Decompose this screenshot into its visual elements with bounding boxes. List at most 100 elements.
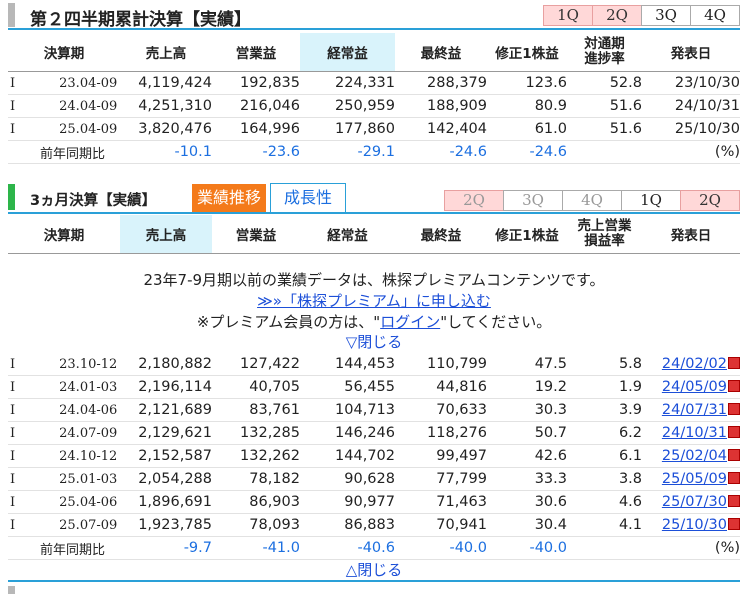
rate-cell: 6.1	[567, 444, 642, 468]
consolidated-mark: I	[10, 356, 16, 372]
date-cell: 24/10/31	[642, 421, 740, 445]
pdf-icon[interactable]	[728, 449, 740, 461]
ordinary-cell: 56,455	[300, 375, 395, 399]
table-row: I 25.04-09 3,820,476 164,996 177,860 142,404 6…	[8, 117, 740, 141]
m-results-rows: I 23.10-12 2,180,882 127,422 144,453 110,799 4…	[8, 353, 740, 560]
eps-cell: 42.6	[487, 444, 567, 468]
divider	[8, 580, 740, 582]
announcement-link[interactable]: 25/10/30	[661, 517, 727, 533]
table-row: I 24.04-06 2,121,689 83,761 104,713 70,633 30.…	[8, 398, 740, 422]
pdf-icon[interactable]	[728, 403, 740, 415]
eps-cell: 123.6	[487, 71, 567, 95]
premium-signup-link[interactable]: ≫»「株探プレミアム」に申し込む	[257, 292, 491, 310]
q-tab-2q[interactable]: 2Q	[592, 5, 642, 26]
yoy-sales: -10.1	[120, 140, 212, 164]
q-tab-4q[interactable]: 4Q	[690, 5, 740, 26]
q-tab-1q[interactable]: 1Q	[543, 5, 593, 26]
ordinary-cell: 144,453	[300, 353, 395, 376]
announcement-link[interactable]: 25/05/09	[661, 471, 727, 487]
col-net: 最終益	[395, 215, 487, 254]
pdf-icon[interactable]	[728, 380, 740, 392]
close-toggle-bottom[interactable]: △閉じる	[345, 561, 403, 579]
close-toggle-top[interactable]: ▽閉じる	[345, 333, 403, 351]
announcement-link[interactable]: 24/10/31	[661, 425, 727, 441]
q-results-table: 決算期 売上高 営業益 経常益 最終益 修正1株益 対通期 進捗率 発表日 I 23…	[8, 33, 740, 164]
yoy-operating: -41.0	[212, 536, 300, 560]
consolidated-mark: I	[10, 402, 16, 418]
pdf-icon[interactable]	[728, 495, 740, 507]
consolidated-mark: I	[10, 98, 16, 114]
q-section-header: 第２四半期累計決算【実績】 1Q 2Q 3Q 4Q	[0, 0, 750, 30]
m-tab-2q-prev[interactable]: 2Q	[444, 190, 504, 211]
section-marker	[8, 184, 15, 210]
date-cell: 24/10/31	[642, 94, 740, 118]
operating-cell: 132,285	[212, 421, 300, 445]
col-net: 最終益	[395, 33, 487, 72]
period-cell: I 25.07-09	[8, 513, 120, 537]
m-tab-2q[interactable]: 2Q	[680, 190, 740, 211]
table-row: I 24.07-09 2,129,621 132,285 146,246 118,276 5…	[8, 421, 740, 445]
ordinary-cell: 144,702	[300, 444, 395, 468]
q-period-tabs: 1Q 2Q 3Q 4Q	[543, 5, 740, 26]
divider	[8, 28, 740, 30]
section-marker	[8, 586, 15, 594]
ordinary-cell: 90,628	[300, 467, 395, 491]
m-tab-1q[interactable]: 1Q	[621, 190, 681, 211]
divider	[8, 212, 740, 214]
announcement-link[interactable]: 25/07/30	[661, 494, 727, 510]
net-cell: 77,799	[395, 467, 487, 491]
consolidated-mark: I	[10, 121, 16, 137]
operating-cell: 40,705	[212, 375, 300, 399]
period-cell: I 24.01-03	[8, 375, 120, 399]
operating-cell: 164,996	[212, 117, 300, 141]
period-cell: I 24.04-06	[8, 398, 120, 422]
col-margin: 売上営業 損益率	[567, 215, 642, 254]
date-cell: 25/02/04	[642, 444, 740, 468]
col-sales: 売上高	[120, 33, 212, 72]
period-cell: I 24.10-12	[8, 444, 120, 468]
eps-cell: 19.2	[487, 375, 567, 399]
sales-cell: 4,251,310	[120, 94, 212, 118]
yoy-label: 前年同期比	[8, 140, 120, 164]
ordinary-cell: 177,860	[300, 117, 395, 141]
operating-cell: 216,046	[212, 94, 300, 118]
announcement-link[interactable]: 24/07/31	[661, 402, 727, 418]
table-row: I 24.10-12 2,152,587 132,262 144,702 99,497 42…	[8, 444, 740, 468]
rate-cell: 3.8	[567, 467, 642, 491]
announcement-link[interactable]: 25/02/04	[661, 448, 727, 464]
eps-cell: 30.3	[487, 398, 567, 422]
yoy-unit: (%)	[642, 140, 740, 164]
pdf-icon[interactable]	[728, 518, 740, 530]
col-eps: 修正1株益	[487, 33, 567, 72]
q-tab-3q[interactable]: 3Q	[641, 5, 691, 26]
yoy-eps: -24.6	[487, 140, 567, 164]
yoy-ordinary: -40.6	[300, 536, 395, 560]
tab-results[interactable]: 業績推移	[192, 184, 266, 212]
net-cell: 70,633	[395, 398, 487, 422]
ordinary-cell: 250,959	[300, 94, 395, 118]
col-progress: 対通期 進捗率	[567, 33, 642, 72]
premium-notice-text: 23年7-9月期以前の業績データは、株探プレミアムコンテンツです。	[143, 271, 605, 289]
m-tab-3q[interactable]: 3Q	[503, 190, 563, 211]
login-link[interactable]: ログイン	[380, 313, 441, 331]
sales-cell: 2,129,621	[120, 421, 212, 445]
announcement-link[interactable]: 24/02/02	[661, 356, 727, 372]
table-header-row: 決算期 売上高 営業益 経常益 最終益 修正1株益 売上営業 損益率 発表日	[8, 215, 740, 254]
rate-cell: 1.9	[567, 375, 642, 399]
m-tab-4q[interactable]: 4Q	[562, 190, 622, 211]
net-cell: 110,799	[395, 353, 487, 376]
m-period-tabs: 2Q 3Q 4Q 1Q 2Q	[444, 190, 740, 211]
sales-cell: 1,896,691	[120, 490, 212, 514]
yoy-eps: -40.0	[487, 536, 567, 560]
operating-cell: 78,182	[212, 467, 300, 491]
consolidated-mark: I	[10, 379, 16, 395]
pdf-icon[interactable]	[728, 426, 740, 438]
rate-cell: 51.6	[567, 94, 642, 118]
operating-cell: 132,262	[212, 444, 300, 468]
eps-cell: 80.9	[487, 94, 567, 118]
announcement-link[interactable]: 24/05/09	[661, 379, 727, 395]
tab-growth[interactable]: 成長性	[270, 183, 346, 212]
pdf-icon[interactable]	[728, 472, 740, 484]
eps-cell: 30.6	[487, 490, 567, 514]
pdf-icon[interactable]	[728, 357, 740, 369]
